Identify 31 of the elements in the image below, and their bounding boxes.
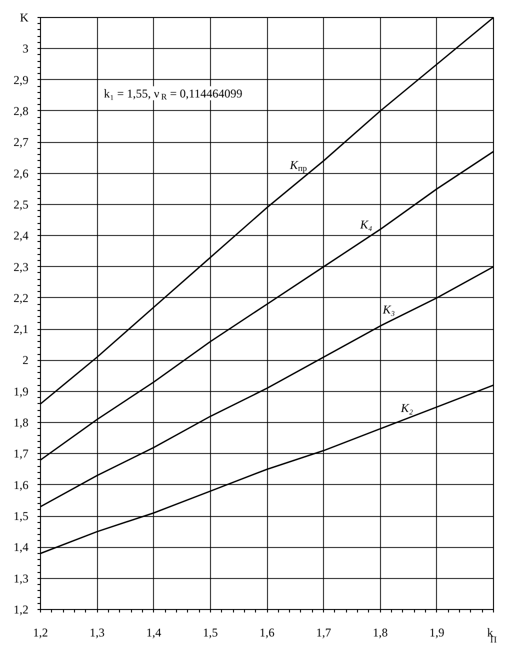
x-tick-label: 1,2 [33, 626, 48, 640]
y-tick-label: 2,8 [14, 104, 28, 118]
x-tick-label: 1,8 [372, 626, 388, 640]
x-tick-label: 1,5 [202, 626, 218, 640]
y-tick-label: 1,5 [14, 509, 28, 524]
x-tick-label: 1,9 [429, 626, 444, 640]
y-axis-title: K [20, 10, 29, 24]
y-tick-label: 2 [22, 353, 28, 368]
y-tick-label: 1,4 [14, 540, 28, 554]
y-tick-label: 1,3 [14, 571, 28, 586]
x-tick-label: 1,4 [146, 626, 162, 640]
y-tick-label: 1,6 [14, 478, 28, 492]
series-label: K₃ [382, 302, 395, 317]
y-tick-label: 1,7 [14, 446, 28, 461]
x-tick-label: 1,7 [316, 626, 332, 640]
y-tick-label: 2,5 [14, 197, 28, 212]
y-tick-label: 1,8 [14, 416, 28, 430]
y-tick-label: 3 [22, 42, 28, 56]
x-tick-label: 1,3 [90, 626, 105, 640]
y-tick-label: 2,2 [14, 290, 28, 305]
y-tick-label: 2,3 [14, 260, 28, 274]
y-tick-label: 2,4 [14, 228, 28, 243]
y-tick-label: 2,9 [14, 72, 28, 87]
x-tick-label: 1,6 [260, 626, 274, 640]
y-tick-label: 1,2 [14, 602, 28, 616]
y-tick-label: 1,9 [14, 384, 28, 398]
y-tick-label: 2,1 [14, 322, 28, 336]
y-tick-label: 2,6 [14, 166, 28, 180]
y-tick-label: 2,7 [14, 135, 28, 150]
series-label: K₄ [359, 217, 372, 232]
series-label: K₂ [400, 401, 414, 416]
